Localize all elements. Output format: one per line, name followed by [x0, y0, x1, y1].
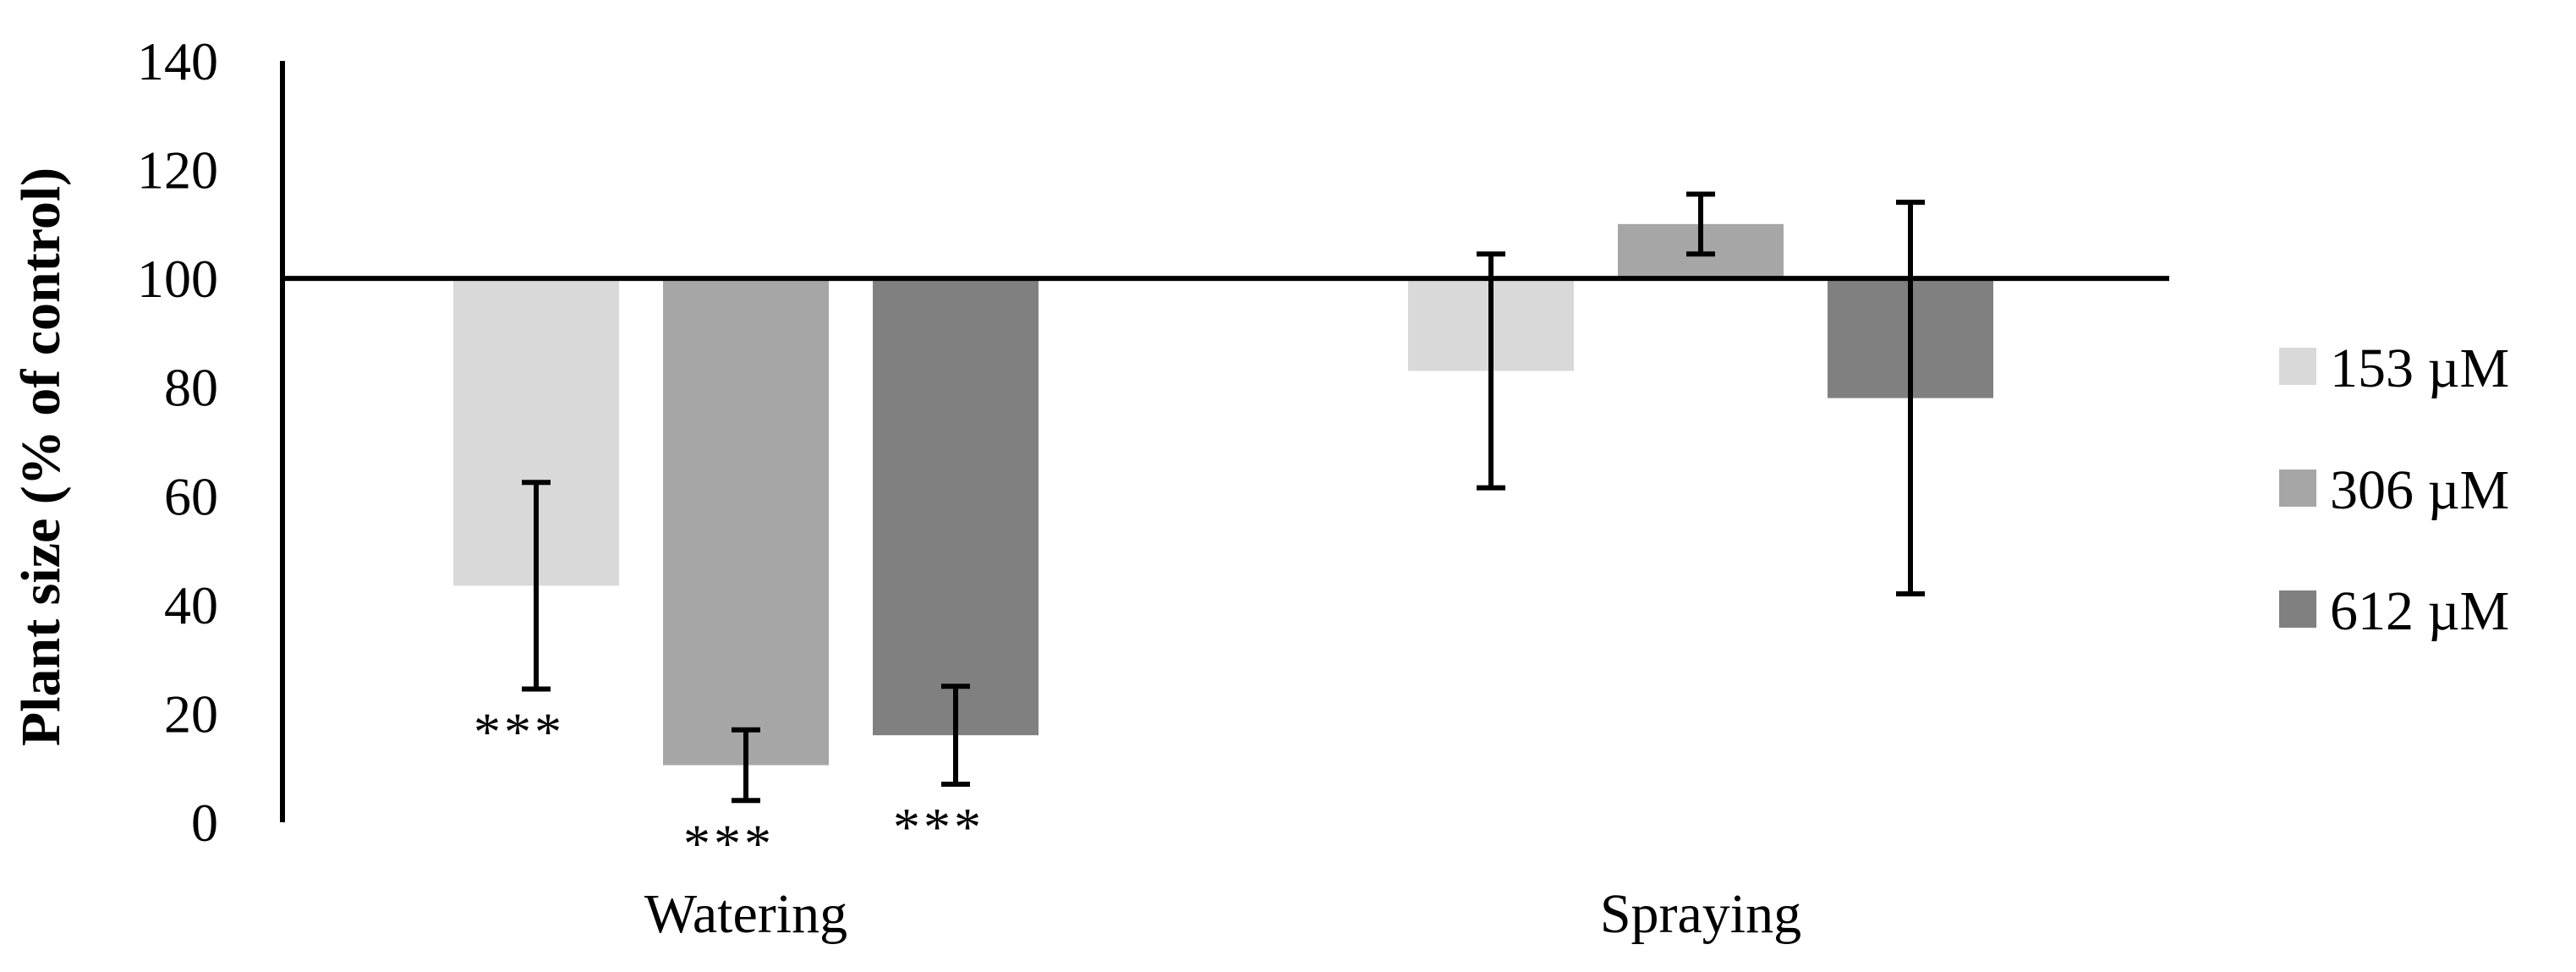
- y-tick-label: 120: [137, 140, 218, 200]
- legend-label: 306 µM: [2330, 459, 2509, 521]
- y-tick-label: 140: [137, 31, 218, 91]
- legend: 153 µM 306 µM 612 µM: [2279, 338, 2509, 642]
- significance-marker: ***: [683, 813, 775, 873]
- y-tick-label: 40: [164, 575, 218, 635]
- category-labels: Watering Spraying: [644, 883, 1801, 945]
- y-axis-label: Plant size (% of control): [10, 167, 72, 746]
- legend-swatch: [2279, 348, 2316, 385]
- error-bar: [1477, 251, 1505, 491]
- legend-swatch: [2279, 470, 2316, 507]
- y-tick-label: 80: [164, 358, 218, 418]
- y-tick-label: 20: [164, 684, 218, 744]
- error-bar: [522, 480, 551, 692]
- bars: [453, 223, 1993, 766]
- error-bar: [1686, 191, 1715, 257]
- legend-item: 306 µM: [2279, 459, 2509, 521]
- error-bar: [941, 684, 970, 787]
- error-bars: [522, 191, 1925, 804]
- legend-label: 612 µM: [2330, 580, 2509, 642]
- legend-item: 153 µM: [2279, 338, 2509, 399]
- significance-marker: ***: [474, 702, 565, 762]
- y-tick-label: 60: [164, 466, 218, 526]
- significance-markers: *** *** ***: [474, 702, 984, 874]
- bar: [873, 278, 1039, 736]
- significance-marker: ***: [893, 797, 984, 857]
- legend-label: 153 µM: [2330, 338, 2509, 399]
- y-tick-labels: 0 20 40 60 80 100 120 140: [137, 31, 218, 853]
- category-label: Spraying: [1600, 883, 1801, 945]
- error-bar: [1896, 200, 1925, 596]
- error-bar: [732, 727, 760, 804]
- bar: [663, 278, 829, 766]
- legend-swatch: [2279, 590, 2316, 628]
- category-label: Watering: [644, 883, 847, 945]
- y-tick-label: 0: [191, 793, 218, 853]
- y-tick-label: 100: [137, 249, 218, 309]
- legend-item: 612 µM: [2279, 580, 2509, 642]
